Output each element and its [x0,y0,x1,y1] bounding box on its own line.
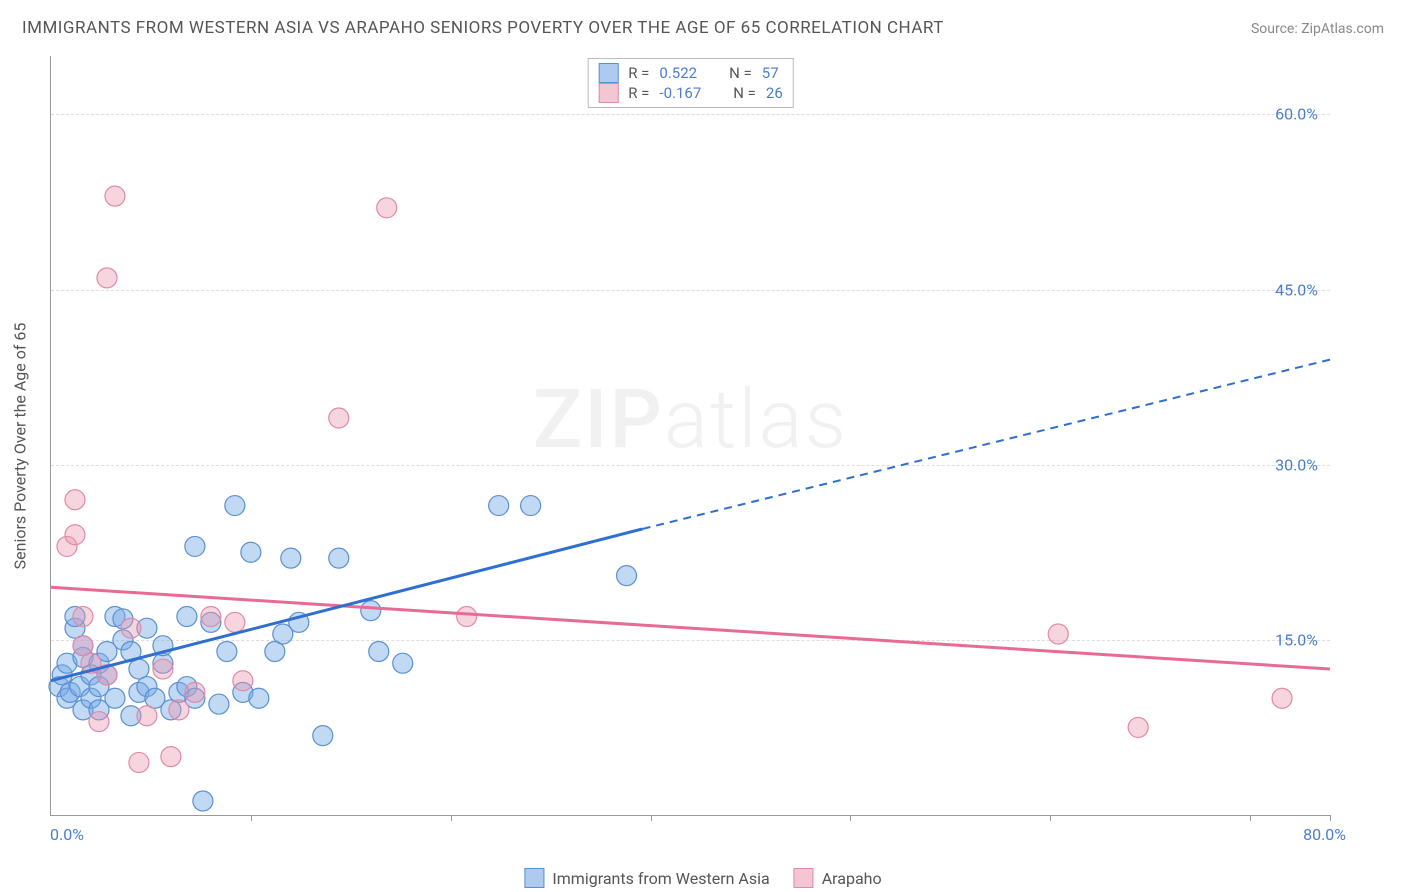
legend-swatch-b2 [794,868,814,888]
marker-series-b [233,671,253,691]
marker-series-a [369,642,389,662]
marker-series-a [313,726,333,746]
marker-series-a [209,694,229,714]
chart-title: IMMIGRANTS FROM WESTERN ASIA VS ARAPAHO … [22,18,944,38]
legend-item-a: Immigrants from Western Asia [524,868,769,888]
marker-series-b [1272,688,1292,708]
marker-series-b [1128,717,1148,737]
legend-swatch-b [598,83,618,103]
marker-series-b [65,490,85,510]
legend-label-a: Immigrants from Western Asia [552,869,769,888]
trendline-a-extension [643,360,1330,529]
marker-series-b [89,712,109,732]
chart-source: Source: ZipAtlas.com [1251,21,1384,37]
marker-series-a [225,496,245,516]
marker-series-a [105,688,125,708]
marker-series-b [161,747,181,767]
x-axis-start-label: 0.0% [50,825,84,844]
r-equals-label: R = [628,84,649,102]
r-equals-label: R = [628,64,649,82]
marker-series-b [329,408,349,428]
legend-item-b: Arapaho [794,868,882,888]
marker-series-b [1048,624,1068,644]
marker-series-b [153,659,173,679]
marker-series-b [129,752,149,772]
marker-series-a [185,536,205,556]
marker-series-a [521,496,541,516]
source-name: ZipAtlas.com [1301,21,1384,37]
r-value-b: -0.167 [659,84,701,102]
source-label: Source: [1251,21,1301,37]
n-value-b: 26 [766,84,783,102]
marker-series-a [177,606,197,626]
marker-series-a [393,653,413,673]
n-equals-label: N = [733,84,756,102]
marker-series-a [329,548,349,568]
marker-series-a [281,548,301,568]
n-equals-label: N = [729,64,752,82]
plot-area: ZIPatlas R = 0.522 N = 57 R = -0.167 N =… [50,56,1330,816]
y-axis-label: Seniors Poverty Over the Age of 65 [11,323,30,570]
scatter-svg [51,56,1330,815]
marker-series-a [217,642,237,662]
r-value-a: 0.522 [659,64,697,82]
marker-series-b [185,682,205,702]
x-axis-end-label: 80.0% [1303,825,1346,844]
legend-stats-box: R = 0.522 N = 57 R = -0.167 N = 26 [587,58,794,108]
legend-swatch-a [598,63,618,83]
marker-series-b [73,606,93,626]
legend-stats-row-b: R = -0.167 N = 26 [598,83,783,103]
legend-stats-row-a: R = 0.522 N = 57 [598,63,783,83]
n-value-a: 57 [762,64,779,82]
marker-series-b [137,706,157,726]
marker-series-b [65,525,85,545]
marker-series-b [121,618,141,638]
marker-series-b [97,268,117,288]
marker-series-a [241,542,261,562]
marker-series-a [193,791,213,811]
marker-series-a [617,566,637,586]
legend-swatch-a2 [524,868,544,888]
marker-series-a [249,688,269,708]
marker-series-b [105,186,125,206]
legend-label-b: Arapaho [822,869,882,888]
marker-series-b [201,606,221,626]
legend-bottom: Immigrants from Western Asia Arapaho [524,868,881,888]
marker-series-b [457,606,477,626]
marker-series-b [169,700,189,720]
marker-series-a [489,496,509,516]
marker-series-b [377,198,397,218]
marker-series-b [225,612,245,632]
marker-series-a [361,601,381,621]
